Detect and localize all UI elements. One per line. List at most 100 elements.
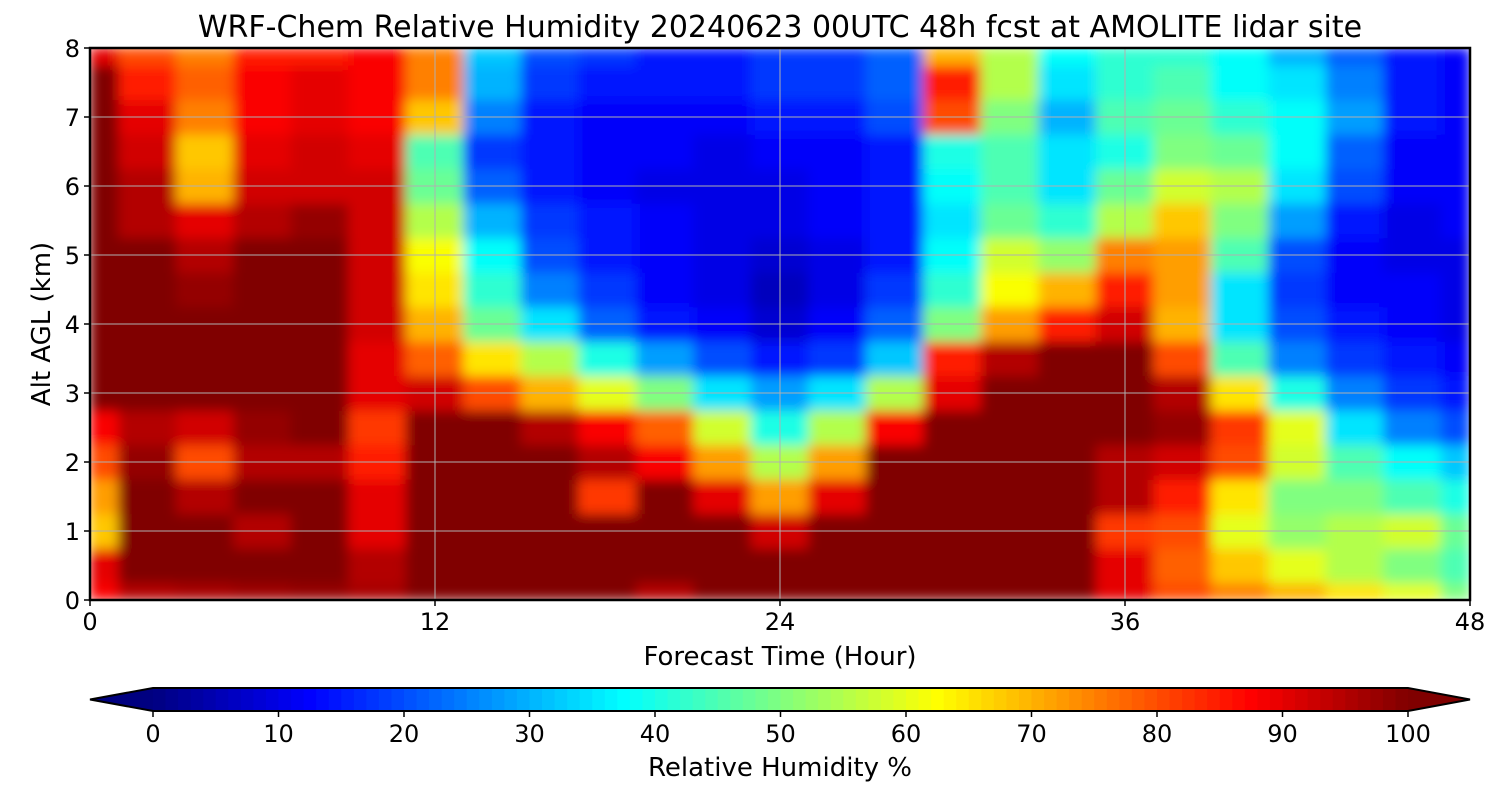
heatmap-cell: [693, 133, 752, 170]
heatmap-cell: [578, 271, 637, 308]
colorbar-segment: [818, 688, 832, 711]
heatmap-cell: [865, 64, 925, 101]
heatmap-cell: [693, 547, 752, 584]
heatmap-cell: [1153, 202, 1212, 239]
heatmap-cell: [1325, 547, 1385, 584]
colorbar-segment: [479, 688, 493, 711]
heatmap-cell: [348, 478, 407, 515]
heatmap-cell: [1210, 582, 1270, 600]
colorbar-segment: [868, 688, 882, 711]
heatmap-cell: [1153, 64, 1212, 101]
heatmap-cell: [233, 271, 292, 308]
heatmap-cell: [808, 271, 867, 308]
heatmap-cell: [118, 64, 177, 101]
heatmap-cell: [1325, 48, 1385, 66]
colorbar-segment: [855, 688, 869, 711]
x-tick-label: 24: [765, 608, 796, 636]
heatmap-cell: [233, 202, 292, 239]
heatmap-cell: [175, 271, 235, 308]
colorbar-segment: [1194, 688, 1208, 711]
heatmap-cell: [1325, 478, 1385, 515]
colorbar-segment: [880, 688, 895, 711]
colorbar-tick-label: 70: [1016, 720, 1047, 748]
heatmap-cell: [923, 582, 982, 600]
heatmap-cell: [233, 133, 292, 170]
colorbar-segment: [1282, 688, 1296, 711]
heatmap-cell: [348, 48, 407, 66]
heatmap-cell: [118, 271, 177, 308]
heatmap-cell: [1440, 271, 1470, 308]
heatmap-cell: [1268, 582, 1327, 600]
heatmap-cell: [348, 202, 407, 239]
colorbar-segment: [1031, 688, 1045, 711]
colorbar-segment: [830, 688, 844, 711]
heatmap-cell: [1440, 133, 1470, 170]
heatmap-cell: [348, 64, 407, 101]
y-axis-label: Alt AGL (km): [27, 242, 57, 406]
colorbar-segment: [755, 688, 769, 711]
colorbar-segment: [931, 688, 945, 711]
heatmap-cell: [1038, 133, 1097, 170]
heatmap-cell: [980, 271, 1040, 308]
colorbar-segment: [1044, 688, 1058, 711]
heatmap-cell: [1440, 582, 1470, 600]
heatmap-cell: [1268, 547, 1327, 584]
colorbar-segment: [404, 688, 418, 711]
heatmap-cell: [693, 48, 752, 66]
heatmap-cell: [980, 409, 1040, 446]
heatmap-cell: [1325, 582, 1385, 600]
heatmap-cell: [463, 64, 522, 101]
colorbar-segment: [1257, 688, 1271, 711]
heatmap-cell: [520, 202, 580, 239]
heatmap-cell: [808, 202, 867, 239]
heatmap-cell: [463, 582, 522, 600]
heatmap-cell: [578, 547, 637, 584]
colorbar-segment: [316, 688, 330, 711]
heatmap-cell: [1325, 271, 1385, 308]
colorbar-segment: [215, 688, 229, 711]
heatmap-cell: [290, 64, 350, 101]
heatmap-cell: [980, 133, 1040, 170]
heatmap-cell: [1440, 48, 1470, 66]
heatmap-cell: [290, 582, 350, 600]
heatmap-cell: [463, 409, 522, 446]
heatmap-cell: [923, 547, 982, 584]
heatmap-cell: [923, 64, 982, 101]
heatmap-cell: [635, 547, 695, 584]
colorbar-extend-max: [1408, 688, 1470, 711]
colorbar-segment: [291, 688, 305, 711]
heatmap-cell: [923, 133, 982, 170]
heatmap-cell: [808, 547, 867, 584]
heatmap-cell: [923, 48, 982, 66]
heatmap-cell: [1210, 48, 1270, 66]
colorbar-segment: [416, 688, 430, 711]
colorbar-label: Relative Humidity %: [648, 753, 912, 783]
heatmap-cell: [348, 547, 407, 584]
heatmap-cell: [923, 202, 982, 239]
heatmap-cell: [1325, 202, 1385, 239]
heatmap-cell: [1383, 478, 1442, 515]
colorbar-segment: [1144, 688, 1158, 711]
colorbar-tick-label: 50: [765, 720, 796, 748]
heatmap-cell: [90, 202, 120, 239]
heatmap-cell: [1153, 547, 1212, 584]
heatmap-cell: [1153, 271, 1212, 308]
heatmap-cell: [865, 547, 925, 584]
heatmap-cell: [463, 48, 522, 66]
colorbar-segment: [1157, 688, 1171, 711]
colorbar: 0 10 20 30 40 50 60 70 80 90 100: [89, 687, 1471, 748]
colorbar-segment: [1018, 688, 1033, 711]
heatmap-cell: [1440, 547, 1470, 584]
colorbar-segment: [178, 688, 192, 711]
heatmap-cell: [90, 340, 120, 377]
colorbar-segment: [240, 688, 254, 711]
heatmap-cell: [980, 64, 1040, 101]
colorbar-segment: [629, 688, 644, 711]
heatmap-cell: [90, 48, 120, 66]
heatmap-cell: [578, 478, 637, 515]
heatmap-cell: [865, 133, 925, 170]
heatmap-cell: [463, 202, 522, 239]
colorbar-tick-label: 100: [1385, 720, 1431, 748]
heatmap-cell: [1325, 133, 1385, 170]
colorbar-segment: [981, 688, 995, 711]
